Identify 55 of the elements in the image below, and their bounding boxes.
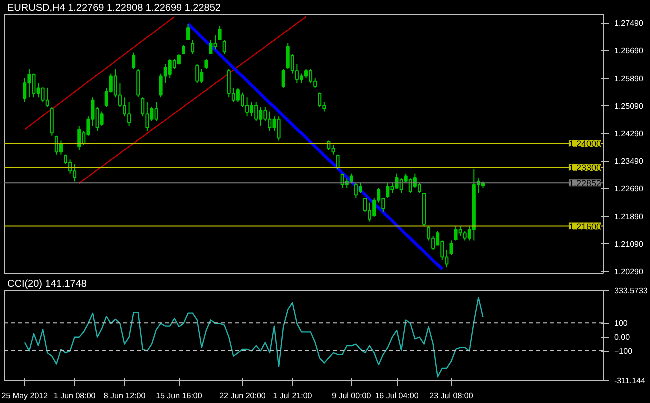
- line-series: [24, 297, 484, 378]
- x-tick-label: 1 Jul 21:00: [273, 392, 313, 400]
- y-tick-label: 1.21090: [614, 240, 644, 249]
- candlestick: [59, 140, 63, 156]
- y-tick-label: 1.22690: [614, 184, 644, 194]
- candlestick: [78, 126, 82, 151]
- x-tick-label: 9 Jul 00:00: [332, 392, 372, 400]
- candlestick: [277, 116, 281, 142]
- ref-line-label: 1.21600: [568, 222, 602, 232]
- y-tick-label: 1.20290: [614, 267, 644, 276]
- candlestick: [46, 87, 50, 108]
- y-tick-label: -311.144: [614, 376, 646, 386]
- candlestick: [177, 54, 181, 65]
- candlestick: [204, 58, 208, 70]
- y-tick-label: 1.21890: [614, 212, 644, 222]
- candlestick: [222, 40, 226, 56]
- candlestick: [23, 78, 27, 103]
- x-tick-label: 1 Jun 08:00: [54, 392, 96, 400]
- y-tick-label: 1.23490: [614, 157, 644, 166]
- candlestick: [196, 64, 200, 84]
- y-tick-label: 333.5733: [614, 286, 648, 296]
- candlestick: [318, 92, 322, 108]
- y-tick-label: 1.27490: [614, 19, 644, 28]
- y-tick-label: 0.00: [614, 333, 631, 342]
- x-tick-label: 22 Jun 20:00: [220, 392, 266, 400]
- candlestick: [282, 68, 286, 88]
- candlestick: [450, 240, 454, 256]
- x-tick-label: 8 Jun 12:00: [104, 392, 146, 400]
- candlestick: [218, 25, 222, 41]
- y-tick-label: 1.25090: [614, 102, 644, 111]
- ref-line-label: 1.23300: [568, 163, 602, 174]
- candlestick: [191, 40, 195, 56]
- x-tick-label: 25 May 2012: [2, 392, 49, 400]
- candlestick: [358, 182, 362, 194]
- y-tick-label: 1.26690: [614, 46, 644, 56]
- chart-title: EURUSD,H4 1.22769 1.22908 1.22699 1.22852: [8, 3, 222, 14]
- x-tick-label: 23 Jul 08:00: [430, 392, 474, 400]
- candlestick: [336, 154, 340, 170]
- line-series: [78, 16, 307, 184]
- x-tick-label: 16 Jul 04:00: [375, 392, 420, 400]
- ref-line-label: 1.24000: [568, 138, 602, 149]
- candlestick: [132, 52, 136, 70]
- ref-line-label: 1.22852: [568, 178, 602, 189]
- chart-title: CCI(20) 141.1748: [8, 279, 88, 290]
- candlestick: [100, 111, 104, 127]
- y-tick-label: 1.24290: [614, 129, 644, 138]
- candlestick: [386, 182, 390, 198]
- line-series: [186, 22, 444, 271]
- line-series: [24, 16, 176, 130]
- y-tick-label: 1.25890: [614, 74, 644, 84]
- y-tick-label: −100: [614, 347, 634, 356]
- candlestick: [350, 173, 354, 184]
- candlestick: [186, 24, 190, 41]
- y-tick-label: 100: [614, 319, 628, 328]
- x-tick-label: 15 Jun 16:00: [156, 392, 203, 400]
